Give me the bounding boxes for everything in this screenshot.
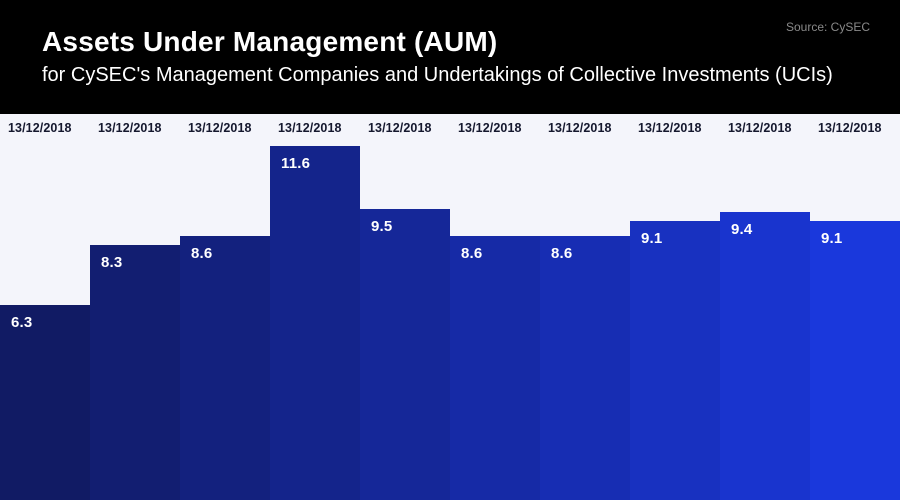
bar-value-label-7: 8.6 (551, 245, 573, 262)
aum-bar-10[interactable]: 9.1 (810, 221, 900, 500)
bar-value-label-5: 9.5 (371, 218, 393, 235)
date-label-1: 13/12/2018 (8, 121, 72, 135)
aum-bar-6[interactable]: 8.6 (450, 236, 540, 500)
bar-value-label-6: 8.6 (461, 245, 483, 262)
header-banner: Assets Under Management (AUM) for CySEC'… (0, 0, 900, 114)
bar-value-label-2: 8.3 (101, 254, 123, 271)
date-label-5: 13/12/2018 (368, 121, 432, 135)
aum-bar-2[interactable]: 8.3 (90, 245, 180, 500)
aum-bar-4[interactable]: 11.6 (270, 146, 360, 500)
bar-value-label-3: 8.6 (191, 245, 213, 262)
aum-bar-7[interactable]: 8.6 (540, 236, 630, 500)
page-subtitle: for CySEC's Management Companies and Und… (42, 64, 833, 86)
bar-value-label-4: 11.6 (281, 155, 311, 172)
source-credit: Source: CySEC (785, 20, 870, 34)
date-label-3: 13/12/2018 (188, 121, 252, 135)
aum-bar-5[interactable]: 9.5 (360, 209, 450, 500)
aum-bar-9[interactable]: 9.4 (720, 212, 810, 500)
date-label-6: 13/12/2018 (458, 121, 522, 135)
date-label-10: 13/12/2018 (818, 121, 882, 135)
date-label-7: 13/12/2018 (548, 121, 612, 135)
bar-value-label-8: 9.1 (641, 230, 663, 247)
aum-bar-8[interactable]: 9.1 (630, 221, 720, 500)
bar-value-label-1: 6.3 (11, 314, 33, 331)
bar-value-label-9: 9.4 (731, 221, 753, 238)
aum-bar-3[interactable]: 8.6 (180, 236, 270, 500)
date-label-4: 13/12/2018 (278, 121, 342, 135)
date-label-8: 13/12/2018 (638, 121, 702, 135)
aum-bar-1[interactable]: 6.3 (0, 305, 90, 500)
date-label-2: 13/12/2018 (98, 121, 162, 135)
date-label-9: 13/12/2018 (728, 121, 792, 135)
bar-value-label-10: 9.1 (821, 230, 843, 247)
page-title: Assets Under Management (AUM) (42, 26, 498, 57)
bar-chart: 13/12/2018 6.3 13/12/2018 8.3 13/12/2018 8.6 1… (0, 114, 900, 500)
